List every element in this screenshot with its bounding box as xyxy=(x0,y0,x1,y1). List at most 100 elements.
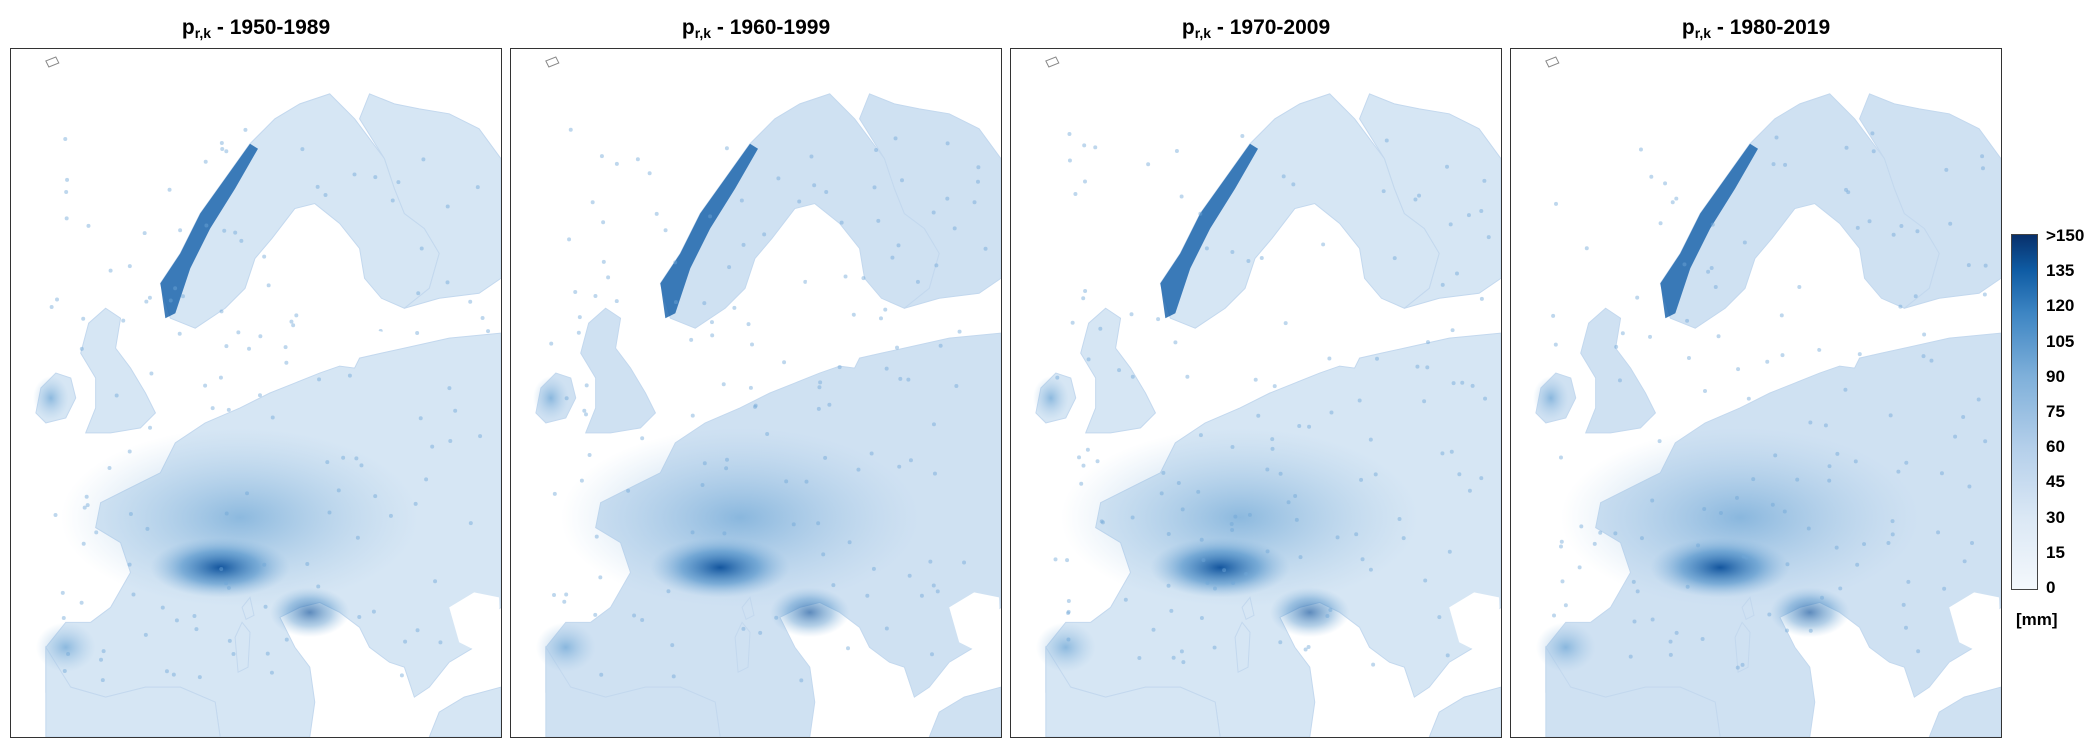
speckle xyxy=(709,320,714,325)
speckle xyxy=(127,264,132,269)
speckle xyxy=(1359,477,1364,482)
speckle xyxy=(1700,636,1705,641)
speckle xyxy=(746,322,751,327)
land-iberia_fill xyxy=(1045,645,1221,737)
speckle xyxy=(876,218,881,223)
speckle xyxy=(453,408,458,413)
speckle xyxy=(1696,543,1701,548)
speckle xyxy=(1392,256,1397,261)
speckle xyxy=(753,404,757,409)
speckle xyxy=(1827,478,1832,483)
speckle xyxy=(1648,334,1653,339)
speckle xyxy=(871,566,876,571)
colorbar-tick-label: 90 xyxy=(2046,366,2065,386)
speckle xyxy=(1081,463,1086,468)
speckle xyxy=(931,210,936,215)
speckle xyxy=(149,371,154,376)
speckle xyxy=(1486,235,1491,240)
speckle xyxy=(1734,495,1739,500)
speckle xyxy=(447,386,452,391)
speckle xyxy=(1559,544,1563,549)
speckle xyxy=(1685,318,1690,323)
speckle xyxy=(245,491,250,496)
speckle xyxy=(1891,232,1896,237)
speckle xyxy=(1896,469,1901,474)
speckle xyxy=(1286,500,1291,505)
precip-ireland-west xyxy=(532,376,569,420)
precip-norway-coast xyxy=(660,143,758,319)
speckle xyxy=(1401,536,1406,541)
speckle xyxy=(148,425,153,430)
precip-balkans xyxy=(269,587,350,638)
speckle xyxy=(564,396,569,401)
speckle xyxy=(816,406,821,411)
speckle xyxy=(710,333,715,338)
speckle xyxy=(587,453,592,458)
speckle xyxy=(1827,464,1832,469)
speckle xyxy=(1657,439,1662,444)
speckle xyxy=(1482,178,1487,183)
speckle xyxy=(160,605,165,610)
speckle xyxy=(145,526,150,531)
speckle xyxy=(1123,597,1128,602)
speckle xyxy=(84,494,89,499)
speckle xyxy=(445,204,450,209)
speckle xyxy=(865,593,870,598)
speckle xyxy=(1751,477,1756,482)
speckle xyxy=(577,315,582,320)
speckle xyxy=(270,415,275,420)
speckle xyxy=(1658,221,1663,226)
speckle xyxy=(1862,542,1867,547)
speckle xyxy=(1970,540,1975,545)
land-iberia_fill xyxy=(545,645,721,737)
speckle xyxy=(690,530,695,535)
speckle xyxy=(831,583,836,588)
speckle xyxy=(564,592,569,597)
speckle xyxy=(1846,190,1851,195)
speckle xyxy=(739,198,744,203)
speckle xyxy=(647,171,652,176)
speckle xyxy=(265,651,270,656)
speckle xyxy=(1735,665,1740,670)
colorbar-tick-label: >150 xyxy=(2046,226,2085,245)
speckle xyxy=(576,330,581,335)
speckle xyxy=(1253,377,1258,382)
speckle xyxy=(776,176,781,181)
speckle xyxy=(1130,374,1135,379)
speckle xyxy=(1613,531,1618,536)
map-panel-4 xyxy=(1510,48,2002,738)
speckle xyxy=(413,501,418,506)
speckle xyxy=(663,228,668,233)
speckle xyxy=(1467,488,1472,493)
speckle xyxy=(1867,219,1872,224)
speckle xyxy=(1083,179,1087,184)
speckle xyxy=(1303,647,1308,652)
speckle xyxy=(1817,347,1822,352)
speckle xyxy=(812,183,817,188)
speckle xyxy=(1713,285,1718,290)
speckle xyxy=(1913,294,1918,299)
speckle xyxy=(181,294,185,299)
speckle xyxy=(758,630,763,635)
speckle xyxy=(932,471,937,476)
speckle xyxy=(203,383,208,388)
speckle xyxy=(1614,344,1619,349)
speckle xyxy=(1921,354,1926,359)
speckle xyxy=(144,299,149,304)
speckle xyxy=(1297,424,1302,428)
speckle xyxy=(869,451,874,456)
speckle xyxy=(94,530,99,535)
speckle xyxy=(1844,145,1849,150)
speckle xyxy=(1298,555,1303,560)
speckle xyxy=(552,593,557,598)
colorbar-tick-label: 60 xyxy=(2046,437,2065,457)
speckle xyxy=(883,307,888,312)
speckle xyxy=(1201,558,1206,563)
speckle xyxy=(1180,507,1185,512)
map-panel-3 xyxy=(1010,48,1502,738)
speckle xyxy=(128,512,133,517)
speckle xyxy=(1663,181,1668,186)
speckle xyxy=(1095,459,1100,464)
speckle xyxy=(1445,164,1450,169)
speckle xyxy=(1265,549,1270,554)
